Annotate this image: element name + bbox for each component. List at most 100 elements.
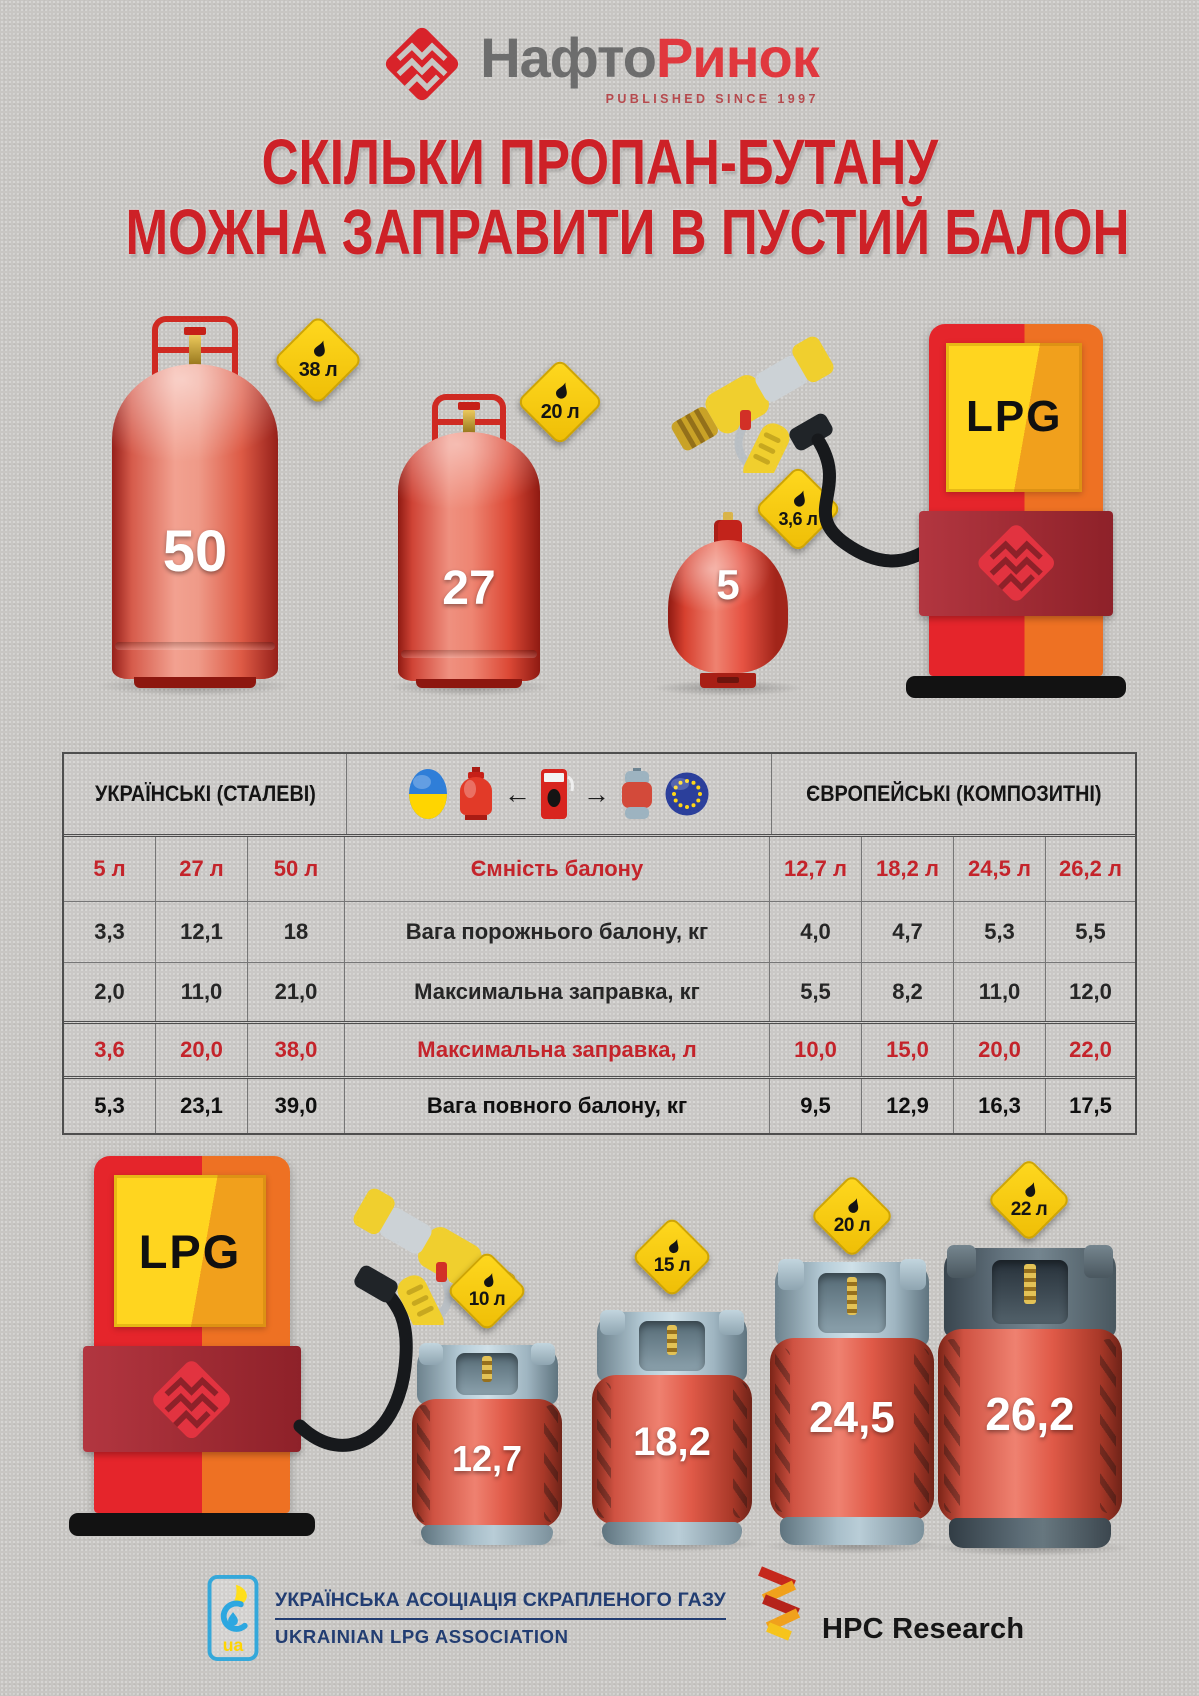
table-cell: 9,5: [770, 1079, 862, 1133]
badge-label: 15 л: [653, 1255, 691, 1276]
table-cell: 18,2 л: [862, 837, 954, 901]
cylinder-collar: [432, 394, 506, 444]
table-cell: 4,0: [770, 902, 862, 962]
table-header-right: ЄВРОПЕЙСЬКІ (КОМПОЗИТНІ): [805, 781, 1102, 806]
pump-band: [83, 1346, 301, 1453]
table-row-label: Вага повного балону, кг: [345, 1079, 770, 1133]
table-cell: 17,5: [1069, 1093, 1112, 1118]
pump-screen: LPG: [113, 1175, 267, 1327]
table-cell: 11,0: [954, 963, 1046, 1021]
table-cell: 24,5 л: [954, 837, 1046, 901]
brand-tagline: PUBLISHED SINCE 1997: [605, 92, 819, 106]
cylinder-volume-label: 50: [162, 519, 228, 585]
cylinder-cap: [596, 1309, 748, 1382]
brand-wordmark: НафтоРинок: [480, 30, 820, 86]
pump-brand-icon: [978, 525, 1054, 602]
pump-label: LPG: [966, 392, 1063, 442]
table-row-empty-weight: 3,3 12,1 18 Вага порожнього балону, кг 4…: [64, 901, 1135, 962]
brand-name-part1: Нафто: [480, 26, 657, 89]
flame-icon: [794, 490, 805, 507]
table-row-max-fill-kg: 2,0 11,0 21,0 Максимальна заправка, кг 5…: [64, 962, 1135, 1021]
capacity-badge-10l: 10 л: [445, 1249, 529, 1333]
table-cell: 5,5: [1075, 919, 1106, 944]
pump-icon: [541, 769, 574, 819]
flame-icon: [848, 1197, 859, 1213]
nozzle-trigger: [740, 410, 751, 430]
pump-base: [906, 675, 1126, 698]
table-cell: 21,0: [248, 963, 345, 1021]
table-row-full-weight: 5,3 23,1 39,0 Вага повного балону, кг 9,…: [64, 1076, 1135, 1133]
arrow-right-icon: →: [583, 778, 610, 809]
table-cell: 3,3: [64, 902, 156, 962]
brand-lockup: НафтоРинок PUBLISHED SINCE 1997: [0, 22, 1199, 106]
eu-flag-icon: [665, 772, 709, 816]
ua-logo-text: ua: [223, 1635, 244, 1655]
table-cell: 15,0: [862, 1024, 954, 1076]
page-title-line-1: СКІЛЬКИ ПРОПАН-БУТАНУ: [261, 126, 938, 198]
table-cell: 16,3: [954, 1079, 1046, 1133]
pump-band: [919, 511, 1113, 616]
table-cell: 12,1: [156, 902, 248, 962]
composite-cylinder-26-2l: 26,2: [938, 1245, 1122, 1548]
pump-screen: LPG: [946, 342, 1083, 493]
lpg-pump-top: LPG: [906, 324, 1126, 698]
ukraine-flag-icon: [409, 769, 447, 819]
comparison-table: УКРАЇНСЬКІ (СТАЛЕВІ) ←: [62, 752, 1137, 1135]
table-cell: 20,0: [954, 1024, 1046, 1076]
table-cell: 4,7: [862, 902, 954, 962]
steel-cylinder-50l: 50: [112, 316, 278, 688]
table-row-max-fill-l: 3,6 20,0 38,0 Максимальна заправка, л 10…: [64, 1021, 1135, 1076]
table-header-row: УКРАЇНСЬКІ (СТАЛЕВІ) ←: [64, 754, 1135, 834]
badge-label: 22 л: [1010, 1198, 1048, 1220]
table-row-capacity: 5 л 27 л 50 л Ємність балону 12,7 л 18,2…: [64, 834, 1135, 901]
table-cell: 5,3: [64, 1079, 156, 1133]
badge-label: 3,6 л: [778, 509, 818, 529]
flame-icon: [668, 1239, 678, 1254]
composite-cylinder-12-7l: 12,7: [412, 1343, 562, 1545]
cylinder-volume-label: 12,7: [451, 1437, 523, 1479]
ground-shadow: [652, 680, 804, 696]
composite-cylinder-18-2l: 18,2: [592, 1309, 752, 1545]
table-row-label: Максимальна заправка, л: [345, 1024, 770, 1076]
cylinder-cap: [416, 1343, 558, 1405]
lpg-pump-bottom: LPG: [68, 1156, 316, 1536]
table-cell: 10,0: [770, 1024, 862, 1076]
ua-association-name-en: UKRAINIAN LPG ASSOCIATION: [275, 1625, 569, 1647]
table-cell: 22,0: [1069, 1037, 1112, 1062]
ua-lpg-association-logo: ua: [207, 1574, 259, 1662]
table-cell: 5,3: [954, 902, 1046, 962]
cylinder-cap: [943, 1245, 1117, 1338]
table-cell: 18: [248, 902, 345, 962]
cylinder-cap: [774, 1259, 930, 1347]
cylinder-collar: [151, 316, 239, 380]
cylinder-valve-icon: [723, 511, 733, 526]
table-cell: 8,2: [862, 963, 954, 1021]
cylinder-volume-label: 5: [716, 561, 740, 609]
table-cell: 26,2 л: [1059, 856, 1122, 881]
badge-label: 20 л: [540, 401, 580, 423]
cylinder-volume-label: 27: [442, 562, 496, 616]
badge-label: 20 л: [833, 1214, 871, 1236]
page-title-line-2: МОЖНА ЗАПРАВИТИ В ПУСТИЙ БАЛОН: [125, 196, 1130, 268]
flame-icon: [483, 1273, 493, 1288]
table-cell: 20,0: [156, 1024, 248, 1076]
badge-label: 10 л: [468, 1289, 506, 1310]
hpc-research-label: HPC Research: [822, 1613, 1025, 1645]
cylinder-valve-icon: [457, 401, 480, 436]
table-cell: 3,6: [64, 1024, 156, 1076]
table-cell: 11,0: [156, 963, 248, 1021]
table-row-label: Максимальна заправка, кг: [345, 963, 770, 1021]
brand-logo-icon: [386, 27, 459, 101]
table-cell: 5 л: [64, 837, 156, 901]
flame-icon: [314, 340, 325, 357]
cylinder-volume-label: 24,5: [809, 1393, 895, 1443]
cylinder-valve-icon: [183, 326, 206, 368]
capacity-badge-38l: 38 л: [272, 314, 364, 406]
steel-cylinder-icon: [460, 767, 492, 820]
table-cell: 12,9: [862, 1079, 954, 1133]
flame-icon: [556, 382, 567, 399]
steel-cylinder-27l: 27: [398, 394, 540, 688]
table-cell: 39,0: [248, 1079, 345, 1133]
pump-base: [68, 1513, 316, 1536]
